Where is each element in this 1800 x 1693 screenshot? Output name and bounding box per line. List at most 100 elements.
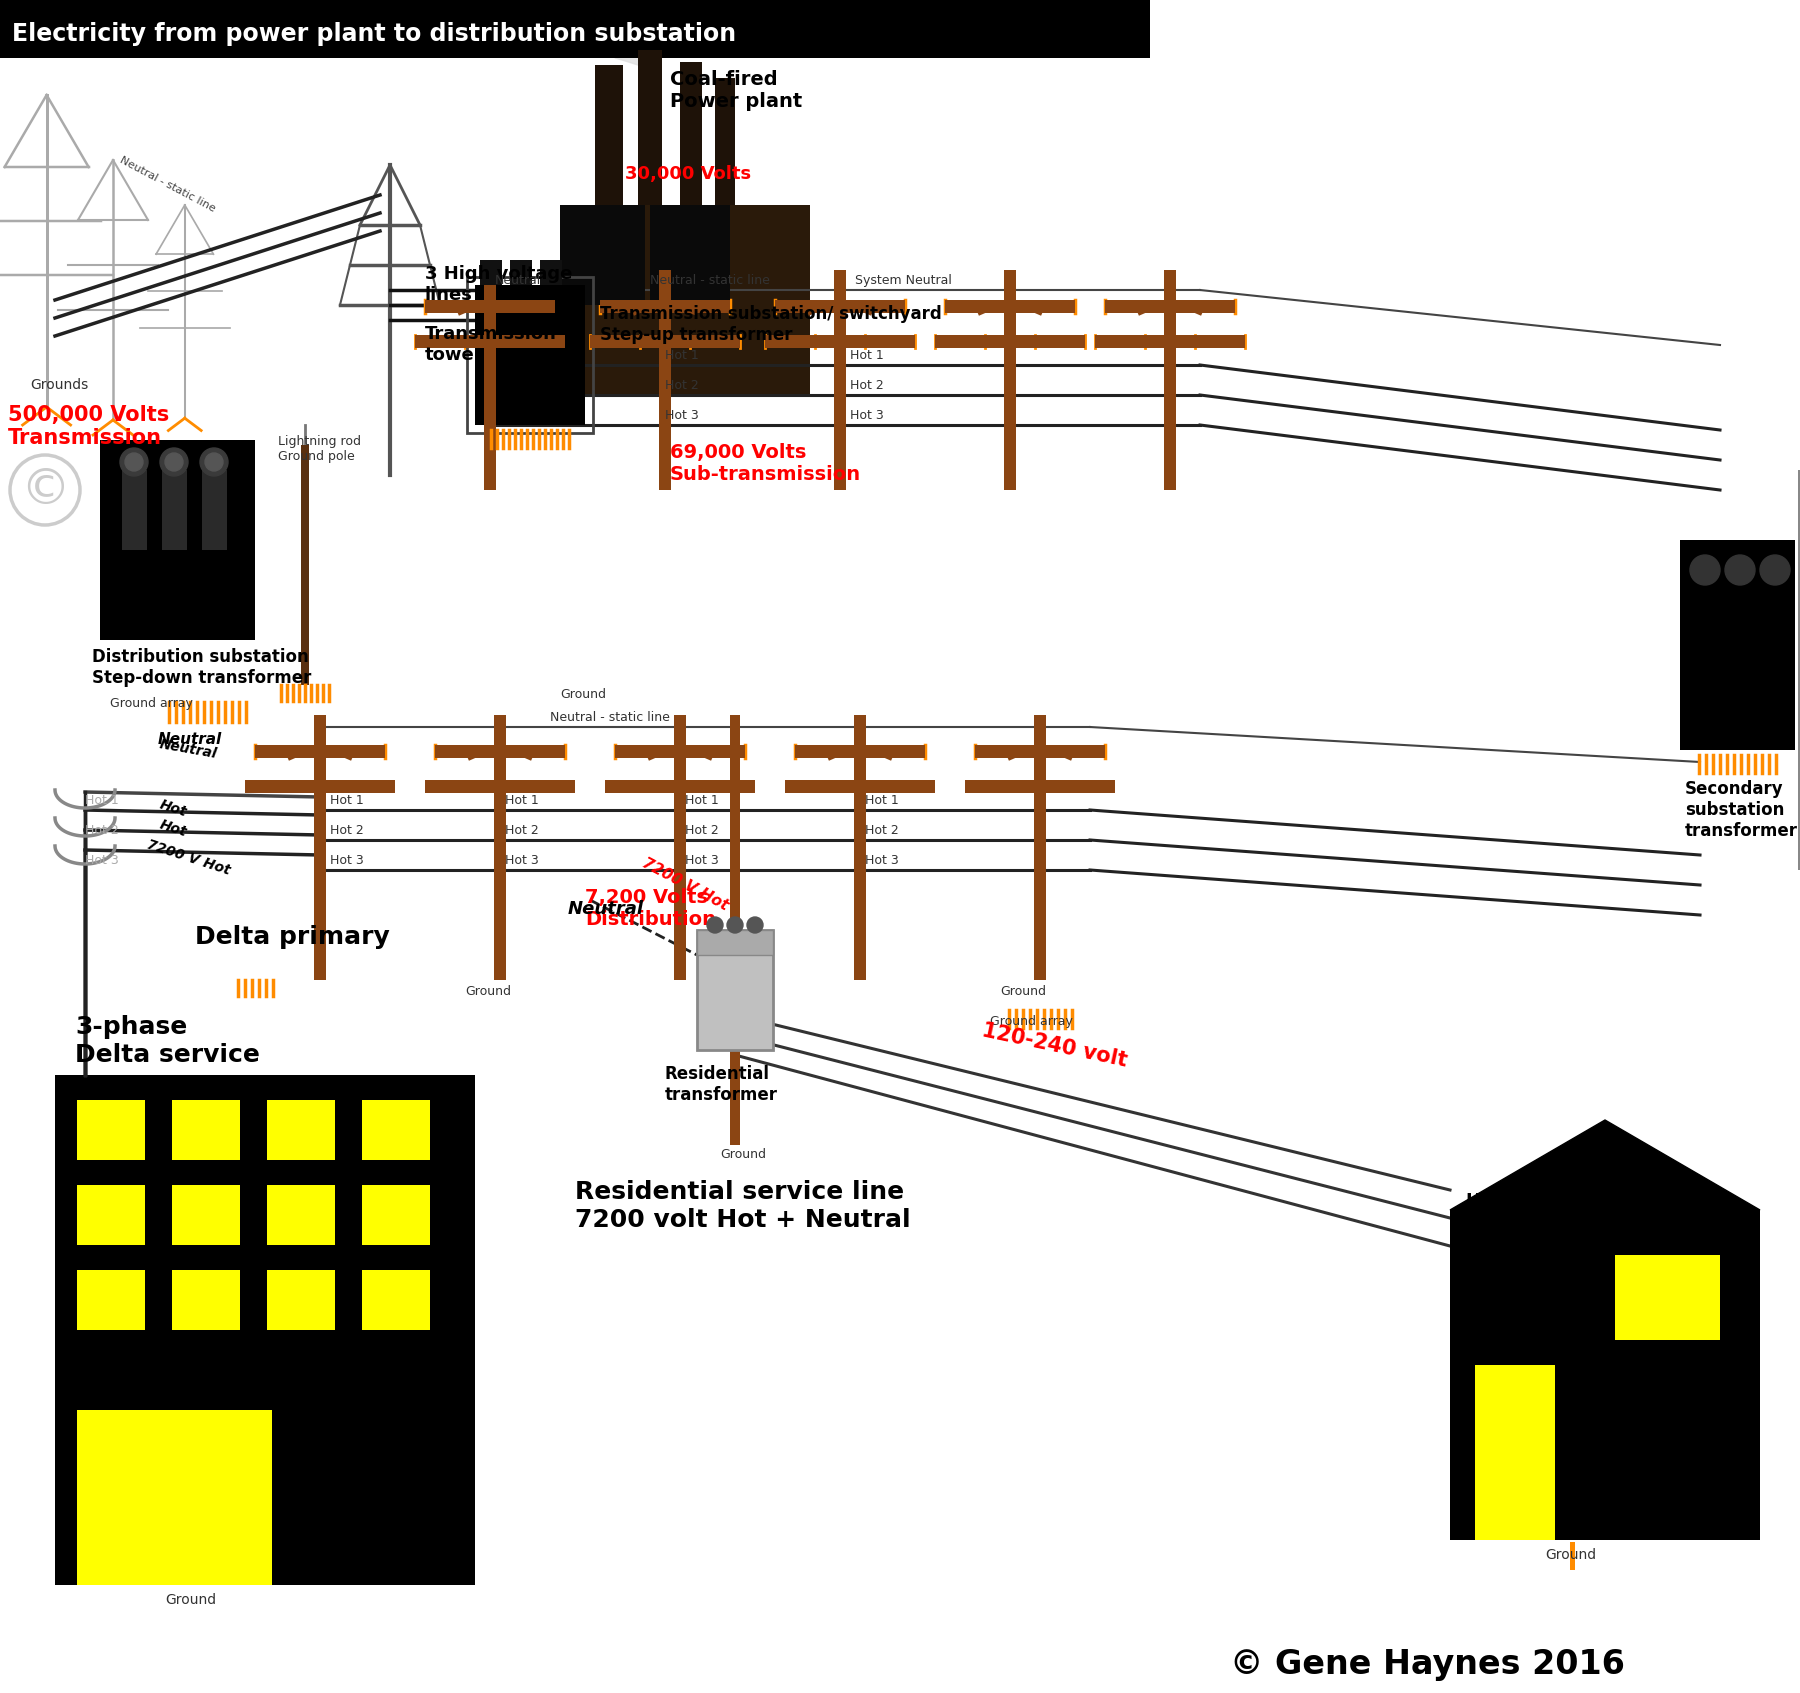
Bar	[1451, 1210, 1760, 1541]
Text: Neutral - static line: Neutral - static line	[650, 274, 770, 288]
Bar	[605, 780, 754, 792]
Circle shape	[727, 918, 743, 933]
Bar	[680, 63, 702, 210]
Text: Hot 1: Hot 1	[866, 794, 898, 808]
Polygon shape	[1451, 1121, 1760, 1210]
Circle shape	[747, 918, 763, 933]
Text: Hot 2: Hot 2	[866, 824, 898, 836]
Bar	[77, 1410, 272, 1585]
Bar	[560, 205, 644, 305]
Text: 3-phase
Delta service: 3-phase Delta service	[76, 1016, 259, 1067]
Bar	[853, 714, 866, 980]
Circle shape	[200, 449, 229, 476]
Bar	[659, 269, 671, 489]
Bar	[1033, 714, 1046, 980]
Text: Distribution substation
Step-down transformer: Distribution substation Step-down transf…	[92, 648, 311, 687]
Text: Delta primary: Delta primary	[194, 924, 391, 950]
Bar	[560, 205, 810, 394]
Bar	[1094, 335, 1246, 349]
Bar	[481, 261, 502, 284]
Bar	[245, 780, 394, 792]
Bar	[965, 780, 1114, 792]
Text: Hot 1: Hot 1	[506, 794, 538, 808]
Bar	[509, 261, 533, 284]
Bar	[493, 714, 506, 980]
Text: 500,000 Volts
Transmission: 500,000 Volts Transmission	[7, 405, 169, 449]
Text: 30,000 Volts: 30,000 Volts	[625, 164, 751, 183]
Text: Ground: Ground	[464, 985, 511, 997]
Bar	[362, 1185, 430, 1244]
Bar	[162, 471, 187, 550]
Text: 7200 V Hot: 7200 V Hot	[641, 855, 731, 913]
Bar	[765, 335, 914, 349]
Bar	[173, 1185, 239, 1244]
Text: Lightning rod
Ground pole: Lightning rod Ground pole	[277, 435, 362, 462]
Circle shape	[166, 454, 184, 471]
Bar	[697, 929, 772, 1050]
Circle shape	[124, 454, 142, 471]
Bar	[945, 300, 1075, 313]
Text: Hot 2: Hot 2	[664, 379, 698, 393]
Bar	[266, 1185, 335, 1244]
Bar	[1570, 1542, 1575, 1569]
Bar	[540, 261, 562, 284]
Text: Hot 1: Hot 1	[850, 349, 884, 362]
Text: Neutral - static line: Neutral - static line	[119, 156, 218, 213]
Bar	[1615, 1255, 1721, 1339]
Circle shape	[1760, 555, 1789, 586]
Bar	[1474, 1365, 1555, 1541]
Text: Hot 2: Hot 2	[329, 824, 364, 836]
Bar	[833, 269, 846, 489]
Circle shape	[160, 449, 187, 476]
Text: Hot 3: Hot 3	[686, 853, 718, 867]
Text: Neutral: Neutral	[495, 274, 542, 288]
Bar	[1165, 269, 1175, 489]
Text: Electricity from power plant to distribution substation: Electricity from power plant to distribu…	[13, 22, 736, 46]
Text: Hot: Hot	[158, 818, 189, 840]
Bar	[731, 714, 740, 1144]
Bar	[475, 284, 585, 425]
Text: Transmission
tower: Transmission tower	[425, 325, 556, 364]
Text: 7,200 Volts
Distribution: 7,200 Volts Distribution	[585, 889, 716, 929]
Bar	[77, 1100, 146, 1160]
Circle shape	[1724, 555, 1755, 586]
Text: Hot 1: Hot 1	[664, 349, 698, 362]
Text: Hot 3: Hot 3	[85, 853, 119, 867]
Text: Ground array: Ground array	[110, 698, 193, 709]
Bar	[599, 300, 731, 313]
Text: Hot 2: Hot 2	[686, 824, 718, 836]
Bar	[934, 335, 1085, 349]
Polygon shape	[616, 0, 659, 64]
Bar	[590, 335, 740, 349]
Circle shape	[707, 918, 724, 933]
Text: Hot: Hot	[158, 797, 189, 819]
Text: Residential
transformer: Residential transformer	[664, 1065, 778, 1104]
Bar	[673, 714, 686, 980]
Bar	[313, 714, 326, 980]
Bar	[301, 445, 310, 686]
Text: 7200 V Hot: 7200 V Hot	[146, 838, 232, 879]
Text: Ground: Ground	[720, 1148, 767, 1161]
Bar	[715, 78, 734, 210]
Text: Residential service line
7200 volt Hot + Neutral: Residential service line 7200 volt Hot +…	[574, 1180, 911, 1233]
Bar	[266, 1270, 335, 1331]
Text: Hot 3: Hot 3	[664, 410, 698, 422]
Text: Hot: Hot	[1465, 1248, 1501, 1266]
Circle shape	[1690, 555, 1721, 586]
Bar	[77, 1270, 146, 1331]
Bar	[637, 51, 662, 205]
Bar	[1105, 300, 1235, 313]
Text: Ground: Ground	[1001, 985, 1046, 997]
Bar	[596, 64, 623, 205]
Text: Neutral: Neutral	[569, 901, 644, 918]
Text: Hot: Hot	[1465, 1192, 1501, 1210]
Bar	[173, 1100, 239, 1160]
Bar	[616, 745, 745, 758]
Bar	[466, 278, 592, 433]
Bar	[122, 471, 148, 550]
Text: Hot 2: Hot 2	[506, 824, 538, 836]
Text: Grounds: Grounds	[31, 378, 88, 393]
Bar	[1004, 269, 1015, 489]
Bar	[362, 1270, 430, 1331]
Text: Hot 3: Hot 3	[329, 853, 364, 867]
